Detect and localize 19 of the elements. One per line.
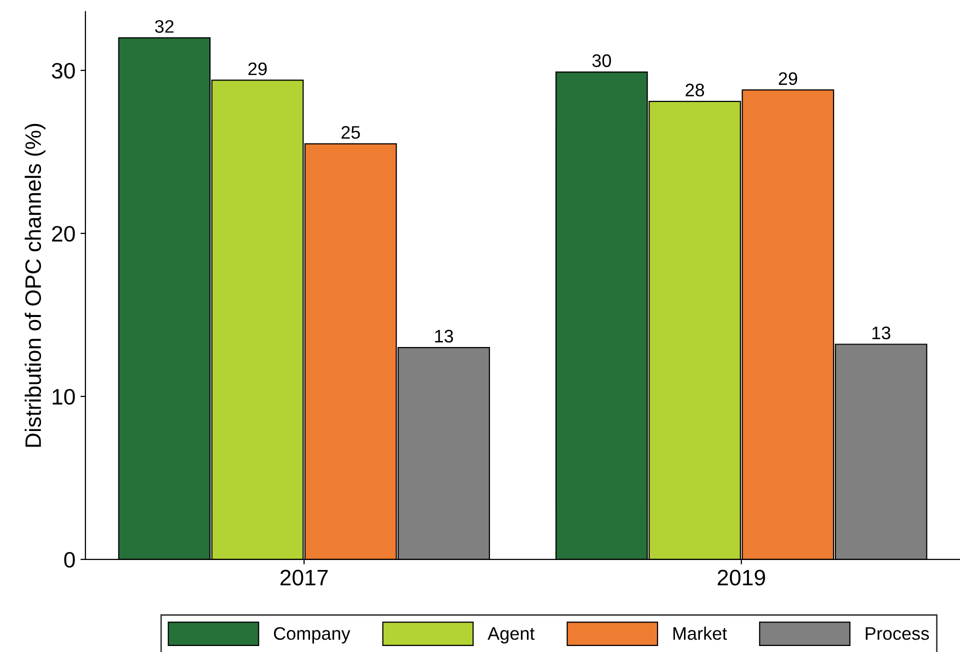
legend-label: Company — [274, 627, 350, 644]
x-tick-label: 2017 — [280, 570, 328, 586]
x-tick-label: 2019 — [718, 570, 766, 586]
data-label: 25 — [342, 126, 360, 139]
y-tick-label: 10 — [52, 388, 75, 405]
data-label: 13 — [435, 330, 454, 343]
data-label: 13 — [872, 326, 890, 340]
data-label: 32 — [155, 20, 174, 33]
data-label: 30 — [592, 54, 611, 68]
y-tick-label: 0 — [64, 552, 75, 568]
y-axis-title: Distribution of OPC channels (%) — [24, 124, 46, 447]
text: Agent — [488, 627, 535, 644]
data-label: 28 — [686, 84, 704, 96]
legend-label: Process — [866, 627, 929, 640]
data-label: 29 — [248, 62, 267, 76]
y-tick-label: 20 — [52, 226, 75, 242]
data-label: 29 — [778, 72, 798, 86]
legend-label: Market — [673, 626, 728, 640]
y-tick-label: 30 — [52, 62, 75, 79]
